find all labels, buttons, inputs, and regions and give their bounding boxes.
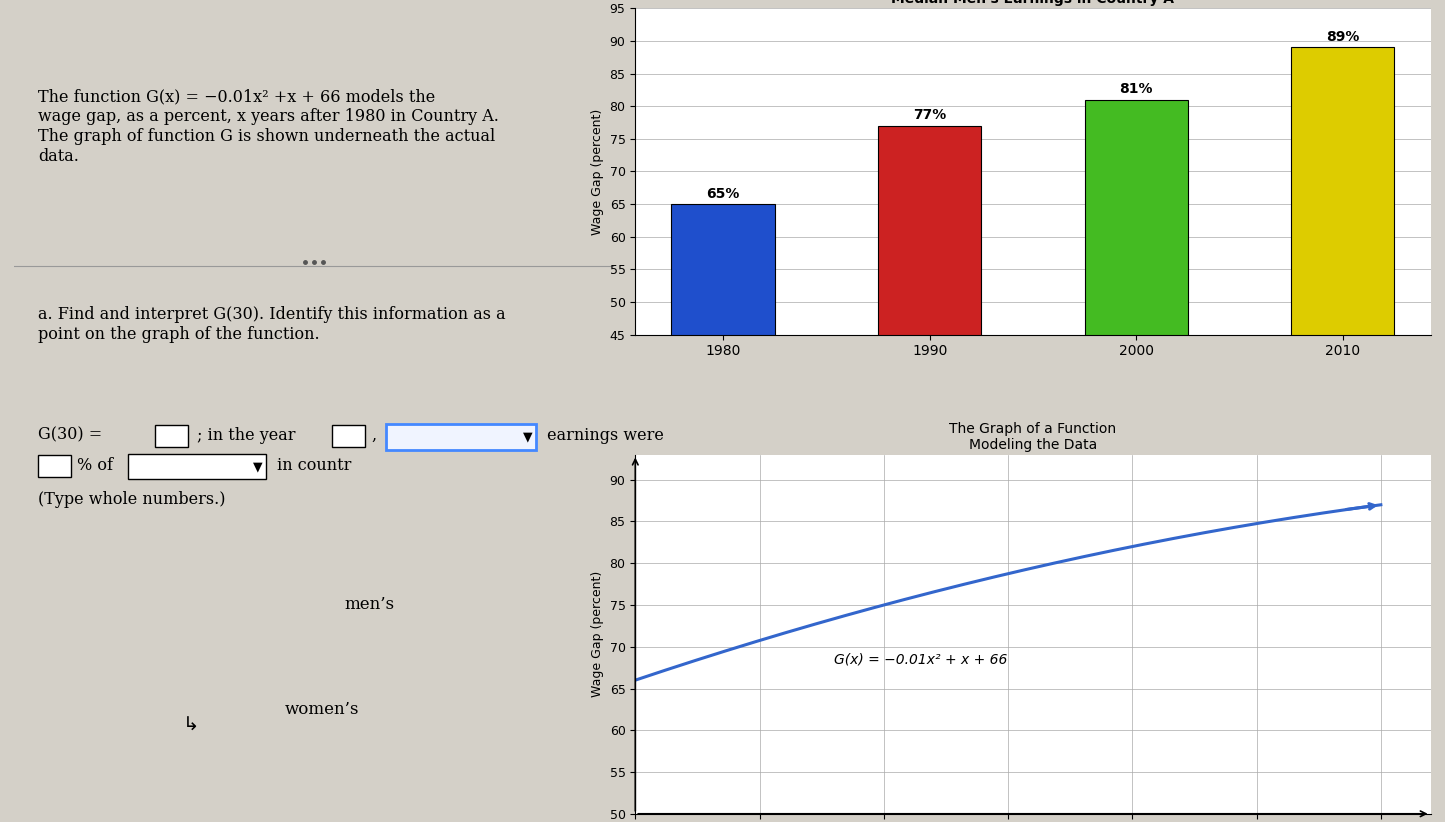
FancyBboxPatch shape	[386, 424, 536, 450]
FancyBboxPatch shape	[129, 454, 266, 479]
Title: The Graph of a Function
Modeling the Data: The Graph of a Function Modeling the Dat…	[949, 422, 1117, 452]
FancyBboxPatch shape	[39, 455, 71, 477]
Bar	[1292, 48, 1394, 629]
Text: 77%: 77%	[913, 109, 946, 122]
Text: in countr: in countr	[273, 457, 351, 474]
Y-axis label: Wage Gap (percent): Wage Gap (percent)	[591, 571, 604, 697]
Text: women’s: women’s	[285, 700, 358, 718]
Text: 89%: 89%	[1327, 30, 1360, 44]
Text: ▼: ▼	[253, 460, 262, 473]
Text: (Type whole numbers.): (Type whole numbers.)	[39, 491, 225, 508]
Text: ; in the year: ; in the year	[198, 427, 301, 444]
Text: ▼: ▼	[523, 430, 532, 443]
Text: earnings were: earnings were	[542, 427, 665, 444]
Text: G(30) =: G(30) =	[39, 427, 108, 444]
Bar	[879, 126, 981, 629]
Text: ↳: ↳	[182, 716, 199, 735]
Text: a. Find and interpret G(30). Identify this information as a
point on the graph o: a. Find and interpret G(30). Identify th…	[39, 307, 506, 343]
Text: % of: % of	[78, 457, 114, 474]
FancyBboxPatch shape	[332, 425, 366, 447]
Text: The function G(x) = −0.01x² +x + 66 models the
wage gap, as a percent, x years a: The function G(x) = −0.01x² +x + 66 mode…	[39, 89, 500, 164]
FancyBboxPatch shape	[156, 425, 188, 447]
Y-axis label: Wage Gap (percent): Wage Gap (percent)	[591, 109, 604, 234]
Bar	[1085, 99, 1188, 629]
Text: ,: ,	[371, 427, 377, 444]
Title: Median Women's Earnings as a Percentage of
Median Men's Earnings in Country A: Median Women's Earnings as a Percentage …	[854, 0, 1212, 6]
Text: men’s: men’s	[344, 596, 394, 613]
Bar	[672, 204, 775, 629]
Text: 65%: 65%	[707, 187, 740, 201]
Text: G(x) = −0.01x² + x + 66: G(x) = −0.01x² + x + 66	[834, 653, 1007, 667]
Text: 81%: 81%	[1120, 82, 1153, 96]
